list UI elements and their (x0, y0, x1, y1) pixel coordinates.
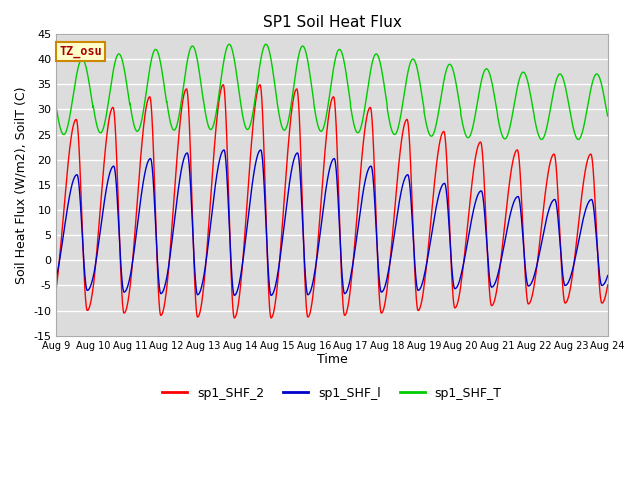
sp1_SHF_2 (171, 188, 179, 194)
Title: SP1 Soil Heat Flux: SP1 Soil Heat Flux (262, 15, 401, 30)
sp1_SHF_l (171, 217, 179, 223)
sp1_SHF_2 (396, 153, 404, 158)
sp1_SHF_T (171, 127, 179, 133)
Y-axis label: Soil Heat Flux (W/m2), SoilT (C): Soil Heat Flux (W/m2), SoilT (C) (15, 86, 28, 284)
Text: TZ_osu: TZ_osu (59, 46, 102, 59)
sp1_SHF_T (552, 80, 559, 86)
sp1_SHF_2 (52, 284, 60, 290)
sp1_SHF_2 (267, 315, 275, 321)
sp1_SHF_l (396, 196, 404, 202)
sp1_SHF_T (575, 137, 582, 143)
sp1_SHF_l (207, 223, 214, 229)
sp1_SHF_T (52, 106, 60, 111)
Line: sp1_SHF_2: sp1_SHF_2 (56, 85, 608, 318)
sp1_SHF_2 (552, 158, 559, 164)
sp1_SHF_T (386, 120, 394, 126)
sp1_SHF_l (52, 274, 60, 280)
sp1_SHF_2 (604, 283, 611, 288)
sp1_SHF_2 (604, 282, 612, 288)
sp1_SHF_2 (256, 82, 264, 88)
sp1_SHF_2 (207, 199, 214, 205)
sp1_SHF_l (552, 198, 559, 204)
sp1_SHF_l (604, 273, 611, 279)
sp1_SHF_l (267, 292, 275, 298)
Legend: sp1_SHF_2, sp1_SHF_l, sp1_SHF_T: sp1_SHF_2, sp1_SHF_l, sp1_SHF_T (157, 382, 507, 405)
Line: sp1_SHF_T: sp1_SHF_T (56, 44, 608, 140)
sp1_SHF_T (396, 119, 403, 124)
Line: sp1_SHF_l: sp1_SHF_l (56, 150, 608, 295)
sp1_SHF_l (386, 259, 394, 265)
sp1_SHF_T (604, 113, 611, 119)
sp1_SHF_l (604, 273, 612, 278)
sp1_SHF_T (207, 127, 214, 132)
sp1_SHF_T (225, 41, 233, 47)
sp1_SHF_T (604, 113, 612, 119)
X-axis label: Time: Time (317, 353, 348, 366)
sp1_SHF_2 (386, 258, 394, 264)
sp1_SHF_l (257, 147, 264, 153)
